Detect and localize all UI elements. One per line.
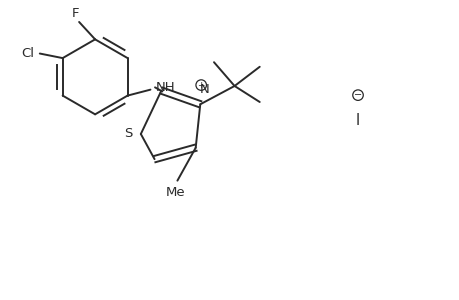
Text: Cl: Cl	[21, 47, 34, 60]
Text: +: +	[197, 81, 205, 90]
Text: I: I	[355, 113, 359, 128]
Text: −: −	[353, 90, 361, 100]
Text: F: F	[72, 7, 79, 20]
Text: Me: Me	[165, 186, 185, 199]
Text: NH: NH	[156, 81, 175, 94]
Text: N: N	[200, 83, 209, 96]
Text: S: S	[124, 128, 132, 140]
